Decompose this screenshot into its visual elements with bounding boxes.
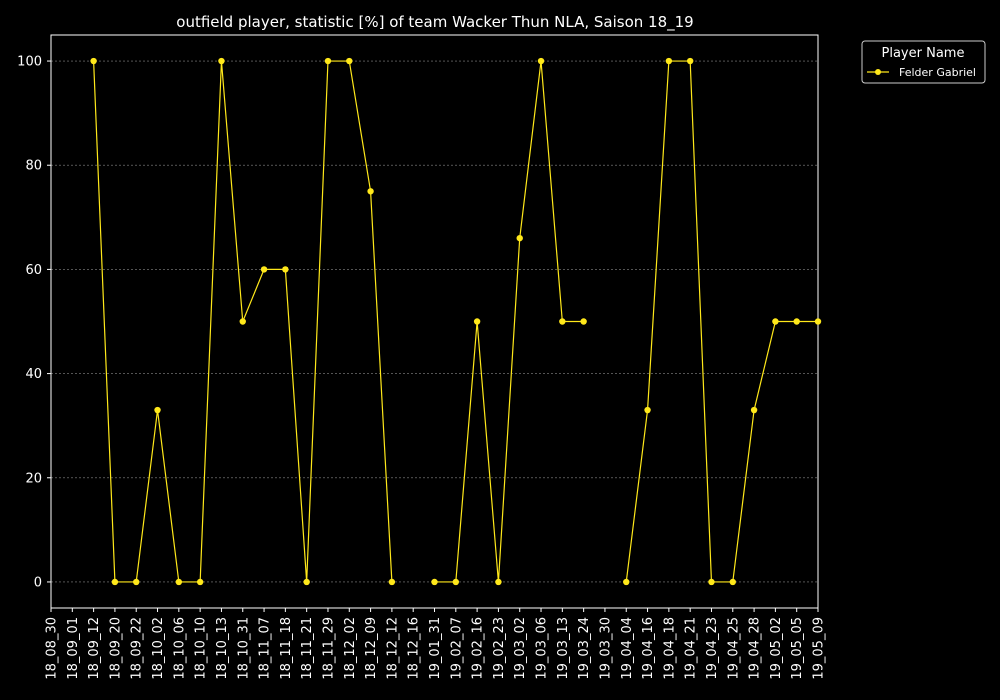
data-point <box>260 266 268 273</box>
data-point <box>708 578 715 586</box>
x-tick-label: 19_02_07 <box>449 617 464 680</box>
x-tick-label: 18_10_13 <box>215 617 230 680</box>
data-point <box>729 578 736 586</box>
data-point <box>665 57 673 65</box>
data-point <box>431 578 438 586</box>
x-tick-label: 19_02_23 <box>492 617 507 680</box>
x-tick-label: 19_01_31 <box>428 617 443 680</box>
x-tick-label: 19_04_16 <box>641 617 656 680</box>
data-point <box>133 578 140 586</box>
data-point <box>282 266 289 273</box>
x-tick-label: 18_10_10 <box>194 617 209 680</box>
data-point <box>559 318 566 325</box>
x-tick-label: 18_11_07 <box>258 617 273 680</box>
data-point <box>516 234 523 242</box>
data-point <box>367 188 374 195</box>
y-tick-label: 20 <box>25 471 42 486</box>
x-tick-label: 18_10_06 <box>172 617 187 680</box>
data-point <box>644 406 651 414</box>
x-tick-label: 18_12_12 <box>385 617 400 680</box>
x-axis: 18_08_30 18_09_01 18_09_12 18_09_20 18_09_22… <box>45 608 827 680</box>
x-tick-label: 19_03_24 <box>577 617 592 680</box>
data-point <box>175 578 183 586</box>
x-tick-label: 18_08_30 <box>45 617 60 680</box>
series-felder-gabriel <box>90 57 822 586</box>
x-tick-label: 19_03_13 <box>556 617 571 680</box>
x-tick-label: 18_11_29 <box>321 617 336 680</box>
data-point <box>750 406 758 414</box>
y-tick-label: 0 <box>34 575 42 590</box>
data-point <box>388 578 396 586</box>
x-tick-label: 18_09_12 <box>87 617 102 680</box>
data-point <box>239 318 246 325</box>
x-tick-label: 19_03_06 <box>535 617 550 680</box>
data-point <box>772 318 779 325</box>
x-tick-label: 18_10_31 <box>236 617 251 680</box>
y-tick-label: 80 <box>25 159 42 174</box>
data-point <box>814 318 822 325</box>
legend-title: Player Name <box>882 46 965 61</box>
data-point <box>452 578 460 586</box>
data-point <box>218 57 225 65</box>
data-point <box>473 318 481 325</box>
x-tick-label: 18_09_20 <box>108 617 123 680</box>
legend-entry-label: Felder Gabriel <box>899 66 976 79</box>
data-point <box>111 578 119 586</box>
x-tick-label: 19_02_16 <box>471 617 486 680</box>
x-tick-label: 18_11_21 <box>300 617 315 680</box>
x-tick-label: 18_09_22 <box>130 617 145 680</box>
data-point <box>537 57 545 65</box>
y-tick-label: 100 <box>17 55 42 70</box>
x-tick-label: 18_10_02 <box>151 617 166 680</box>
x-tick-label: 19_05_09 <box>812 617 827 680</box>
x-tick-label: 19_04_25 <box>726 617 741 680</box>
chart-title: outfield player, statistic [%] of team W… <box>176 13 693 32</box>
legend-marker-swatch <box>875 69 881 75</box>
x-tick-label: 18_11_18 <box>279 617 294 680</box>
y-tick-label: 40 <box>25 367 42 382</box>
data-point <box>324 57 332 65</box>
x-tick-label: 18_12_16 <box>407 617 422 680</box>
legend-box <box>861 40 986 84</box>
x-tick-label: 19_04_23 <box>705 617 720 680</box>
x-tick-label: 19_04_18 <box>662 617 677 680</box>
x-tick-label: 18_09_01 <box>66 617 81 680</box>
data-point <box>623 578 630 586</box>
series-line <box>625 60 818 583</box>
data-point <box>793 318 800 325</box>
data-point <box>686 57 694 65</box>
x-tick-label: 19_05_05 <box>790 617 805 680</box>
x-tick-label: 19_03_02 <box>513 617 528 680</box>
y-axis: 0 20 40 60 80 100 <box>17 55 51 590</box>
y-tick-label: 60 <box>25 263 42 278</box>
data-point <box>580 318 587 325</box>
x-tick-label: 19_04_21 <box>684 617 699 680</box>
x-tick-label: 19_04_04 <box>620 617 635 680</box>
x-tick-label: 18_12_09 <box>364 617 379 680</box>
data-point <box>346 57 353 65</box>
data-point <box>154 406 161 414</box>
x-tick-label: 19_05_02 <box>769 617 784 680</box>
data-point <box>196 578 204 586</box>
data-point <box>303 578 310 586</box>
series-line <box>434 60 584 583</box>
x-tick-label: 18_12_02 <box>343 617 358 680</box>
legend: Player Name Felder Gabriel <box>861 40 986 84</box>
x-tick-label: 19_04_28 <box>748 617 763 680</box>
data-point <box>495 578 502 586</box>
x-tick-label: 19_03_30 <box>598 617 613 680</box>
data-point <box>90 57 97 65</box>
